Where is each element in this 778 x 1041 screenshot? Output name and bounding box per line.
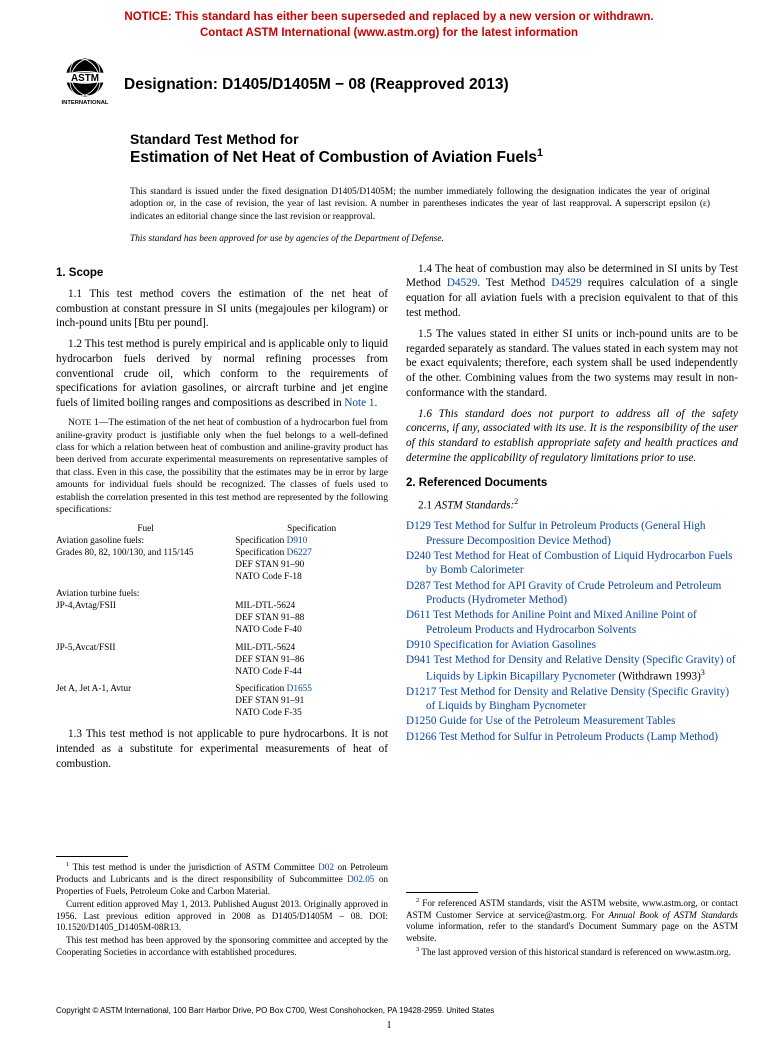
right-column: 1.4 The heat of combustion may also be d… <box>406 262 738 960</box>
ref-D129: D129 Test Method for Sulfur in Petroleum… <box>406 519 738 548</box>
notice-banner: NOTICE: This standard has either been su… <box>0 0 778 45</box>
section-1-head: 1. Scope <box>56 266 388 281</box>
para-1-3: 1.3 This test method is not applicable t… <box>56 727 388 771</box>
ref-D240: D240 Test Method for Heat of Combustion … <box>406 549 738 578</box>
copyright: Copyright © ASTM International, 100 Barr… <box>56 1006 494 1015</box>
para-1-4: 1.4 The heat of combustion may also be d… <box>406 262 738 321</box>
ref-D1217: D1217 Test Method for Density and Relati… <box>406 685 738 714</box>
references-list: D129 Test Method for Sulfur in Petroleum… <box>406 519 738 744</box>
fuel-spec-table: FuelSpecification Aviation gasoline fuel… <box>56 523 388 719</box>
title-block: Standard Test Method for Estimation of N… <box>0 117 778 174</box>
footnote-2: 2 For referenced ASTM standards, visit t… <box>406 897 738 945</box>
title-main: Estimation of Net Heat of Combustion of … <box>130 147 738 168</box>
para-1-5: 1.5 The values stated in either SI units… <box>406 327 738 401</box>
para-1-6: 1.6 This standard does not purport to ad… <box>406 407 738 466</box>
footnote-3: 3 The last approved version of this hist… <box>406 946 738 959</box>
link-d4529b[interactable]: D4529 <box>551 277 581 289</box>
link-d4529a[interactable]: D4529 <box>447 277 477 289</box>
footnote-1a: 1 This test method is under the jurisdic… <box>56 861 388 897</box>
ref-link-D287[interactable]: D287 <box>406 580 431 592</box>
title-lead: Standard Test Method for <box>130 131 738 147</box>
ref-D910: D910 Specification for Aviation Gasoline… <box>406 638 738 652</box>
ref-link-D910[interactable]: D910 <box>406 639 431 651</box>
link-d02-05[interactable]: D02.05 <box>347 874 374 884</box>
ref-link-D129[interactable]: D129 <box>406 520 431 532</box>
para-1-2: 1.2 This test method is purely empirical… <box>56 337 388 411</box>
note-1: NOTE 1—The estimation of the net heat of… <box>56 417 388 517</box>
body-columns: 1. Scope 1.1 This test method covers the… <box>0 254 778 960</box>
ref-link-D1217[interactable]: D1217 <box>406 686 436 698</box>
section-2-head: 2. Referenced Documents <box>406 476 738 491</box>
link-d1655[interactable]: D1655 <box>287 684 312 694</box>
svg-text:ASTM: ASTM <box>71 73 99 84</box>
designation: Designation: D1405/D1405M − 08 (Reapprov… <box>124 70 509 94</box>
svg-text:INTERNATIONAL: INTERNATIONAL <box>62 100 109 106</box>
ref-link-D1266[interactable]: D1266 <box>406 731 436 743</box>
footnote-1b: Current edition approved May 1, 2013. Pu… <box>56 899 388 934</box>
ref-link-D1250[interactable]: D1250 <box>406 715 436 727</box>
ref-D611: D611 Test Methods for Aniline Point and … <box>406 608 738 637</box>
astm-logo: ASTM INTERNATIONAL <box>56 53 114 111</box>
ref-D1250: D1250 Guide for Use of the Petroleum Mea… <box>406 714 738 728</box>
para-1-1: 1.1 This test method covers the estimati… <box>56 287 388 331</box>
footnote-1c: This test method has been approved by th… <box>56 935 388 959</box>
link-d6227[interactable]: D6227 <box>287 548 312 558</box>
ref-D287: D287 Test Method for API Gravity of Crud… <box>406 579 738 608</box>
header: ASTM INTERNATIONAL Designation: D1405/D1… <box>0 45 778 117</box>
issuance-note: This standard is issued under the fixed … <box>0 174 778 228</box>
left-footnotes: 1 This test method is under the jurisdic… <box>56 848 388 959</box>
page-number: 1 <box>0 1020 778 1031</box>
left-column: 1. Scope 1.1 This test method covers the… <box>56 262 388 960</box>
dod-approval: This standard has been approved for use … <box>0 228 778 254</box>
ref-link-D941[interactable]: D941 <box>406 654 431 666</box>
ref-link-D611[interactable]: D611 <box>406 609 430 621</box>
ref-D1266: D1266 Test Method for Sulfur in Petroleu… <box>406 730 738 744</box>
para-2-1: 2.1 ASTM Standards:2 <box>406 497 738 514</box>
link-d910[interactable]: D910 <box>287 536 308 546</box>
notice-line1: NOTICE: This standard has either been su… <box>124 11 653 23</box>
ref-D941: D941 Test Method for Density and Relativ… <box>406 653 738 683</box>
notice-line2: Contact ASTM International (www.astm.org… <box>200 27 578 39</box>
note1-link[interactable]: Note 1 <box>344 397 374 409</box>
link-d02[interactable]: D02 <box>318 863 334 873</box>
right-footnotes: 2 For referenced ASTM standards, visit t… <box>406 884 738 960</box>
ref-link-D240[interactable]: D240 <box>406 550 431 562</box>
